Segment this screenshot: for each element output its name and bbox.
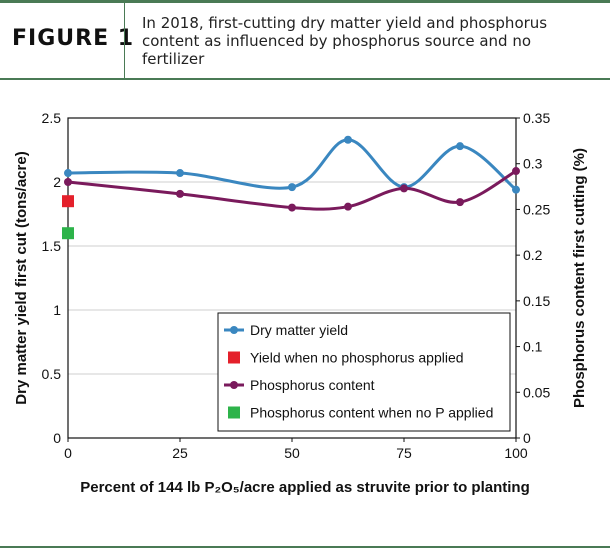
y-tick-label: 1: [53, 302, 61, 318]
legend-entry: Yield when no phosphorus applied: [250, 350, 464, 366]
series-point-0: [512, 185, 520, 194]
figure-title: In 2018, first-cutting dry matter yield …: [142, 14, 548, 68]
figure-label: FIGURE 1: [12, 26, 135, 51]
legend-entry: Phosphorus content: [250, 377, 375, 393]
legend-swatch: [230, 326, 238, 334]
header-divider: [124, 3, 125, 78]
y2-tick-label: 0.35: [523, 110, 550, 126]
y2-tick-label: 0.2: [523, 247, 543, 263]
bottom-rule: [0, 546, 610, 548]
x-tick-label: 50: [284, 445, 300, 461]
y2-tick-label: 0.05: [523, 384, 550, 400]
series-point-2: [456, 198, 464, 207]
legend-swatch: [230, 381, 238, 389]
series-point-2: [400, 184, 408, 193]
series-point-3: [62, 227, 74, 240]
legend-box: [217, 312, 511, 432]
series-point-2: [344, 202, 352, 211]
series-group: [62, 135, 520, 240]
axis-ticks: 0 0.5 1 1.5 2 2.5 0 0.05 0.1 0.15 0.2 0.25 0.3 0.35 0 2…: [42, 110, 551, 461]
y-tick-label: 1.5: [42, 238, 62, 254]
legend-swatch: [228, 351, 240, 364]
series-point-0: [344, 135, 352, 144]
header-top-rule: [0, 0, 610, 3]
series-point-2: [176, 189, 184, 198]
legend-swatch: [228, 406, 240, 419]
y2-tick-label: 0.25: [523, 201, 550, 217]
series-point-0: [456, 142, 464, 151]
y-tick-label: 0: [53, 430, 61, 446]
legend: Dry matter yield Yield when no phosphorus…: [217, 312, 511, 432]
y2-tick-label: 0: [523, 430, 531, 446]
legend-entry: Dry matter yield: [250, 322, 348, 338]
x-tick-label: 25: [172, 445, 188, 461]
header-bottom-rule: [0, 78, 610, 80]
series-point-2: [288, 203, 296, 212]
series-point-0: [64, 169, 72, 178]
legend-entry: Phosphorus content when no P applied: [250, 405, 493, 421]
x-tick-label: 100: [504, 445, 528, 461]
x-tick-label: 75: [396, 445, 412, 461]
series-point-0: [288, 183, 296, 192]
y-axis-label: Dry matter yield first cut (tons/acre): [13, 151, 30, 404]
y-tick-label: 0.5: [42, 366, 62, 382]
y2-tick-label: 0.15: [523, 293, 550, 309]
x-axis-label: Percent of 144 lb P₂O₅/acre applied as s…: [80, 479, 530, 496]
y-tick-label: 2.5: [42, 110, 62, 126]
x-tick-label: 0: [64, 445, 72, 461]
series-point-0: [176, 169, 184, 178]
series-point-2: [512, 167, 520, 176]
series-point-1: [62, 195, 74, 208]
y2-axis-label: Phosphorus content first cutting (%): [571, 148, 588, 408]
y2-tick-label: 0.1: [523, 339, 543, 355]
y-tick-label: 2: [53, 174, 61, 190]
y2-tick-label: 0.3: [523, 156, 543, 172]
series-point-2: [64, 178, 72, 186]
